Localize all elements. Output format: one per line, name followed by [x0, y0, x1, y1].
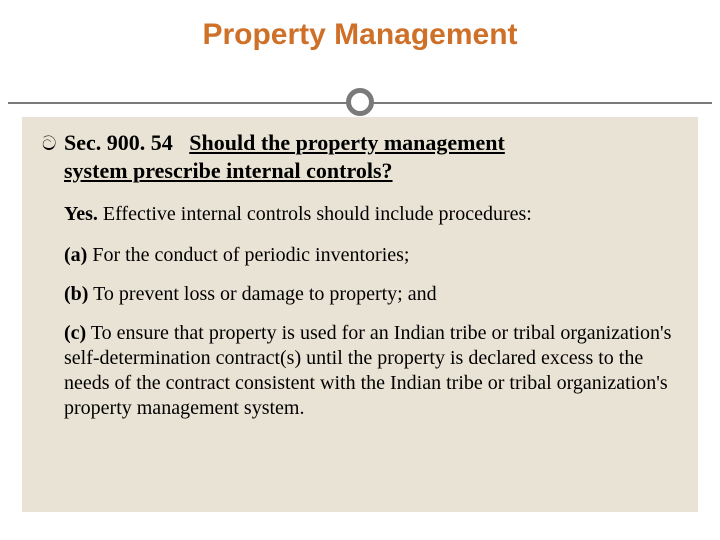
item-text-c: To ensure that property is used for an I…: [64, 322, 671, 419]
item-text-b: To prevent loss or damage to property; a…: [88, 283, 436, 305]
section-heading: ට Sec. 900. 54 Should the property manag…: [46, 129, 674, 184]
question-line1: Should the property management: [189, 130, 505, 155]
question-line2: system prescribe internal controls?: [64, 158, 393, 183]
list-item-b: (b) To prevent loss or damage to propert…: [46, 282, 674, 307]
content-box: ට Sec. 900. 54 Should the property manag…: [22, 117, 698, 512]
section-number: Sec. 900. 54: [64, 130, 173, 155]
divider: [0, 88, 720, 118]
slide-title: Property Management: [0, 18, 720, 52]
item-text-a: For the conduct of periodic inventories;: [87, 244, 409, 266]
heading-text: Sec. 900. 54 Should the property managem…: [64, 129, 674, 184]
answer-lead: Yes.: [64, 203, 98, 225]
answer-paragraph: Yes. Effective internal controls should …: [46, 202, 674, 227]
list-item-c: (c) To ensure that property is used for …: [46, 321, 674, 421]
answer-rest: Effective internal controls should inclu…: [98, 203, 532, 225]
slide: Property Management ට Sec. 900. 54 Shoul…: [0, 0, 720, 540]
item-label-a: (a): [64, 244, 87, 266]
item-label-b: (b): [64, 283, 88, 305]
list-item-a: (a) For the conduct of periodic inventor…: [46, 243, 674, 268]
bullet-icon: ට: [42, 133, 56, 156]
title-area: Property Management: [0, 0, 720, 52]
item-label-c: (c): [64, 322, 86, 344]
divider-circle-icon: [346, 88, 374, 116]
